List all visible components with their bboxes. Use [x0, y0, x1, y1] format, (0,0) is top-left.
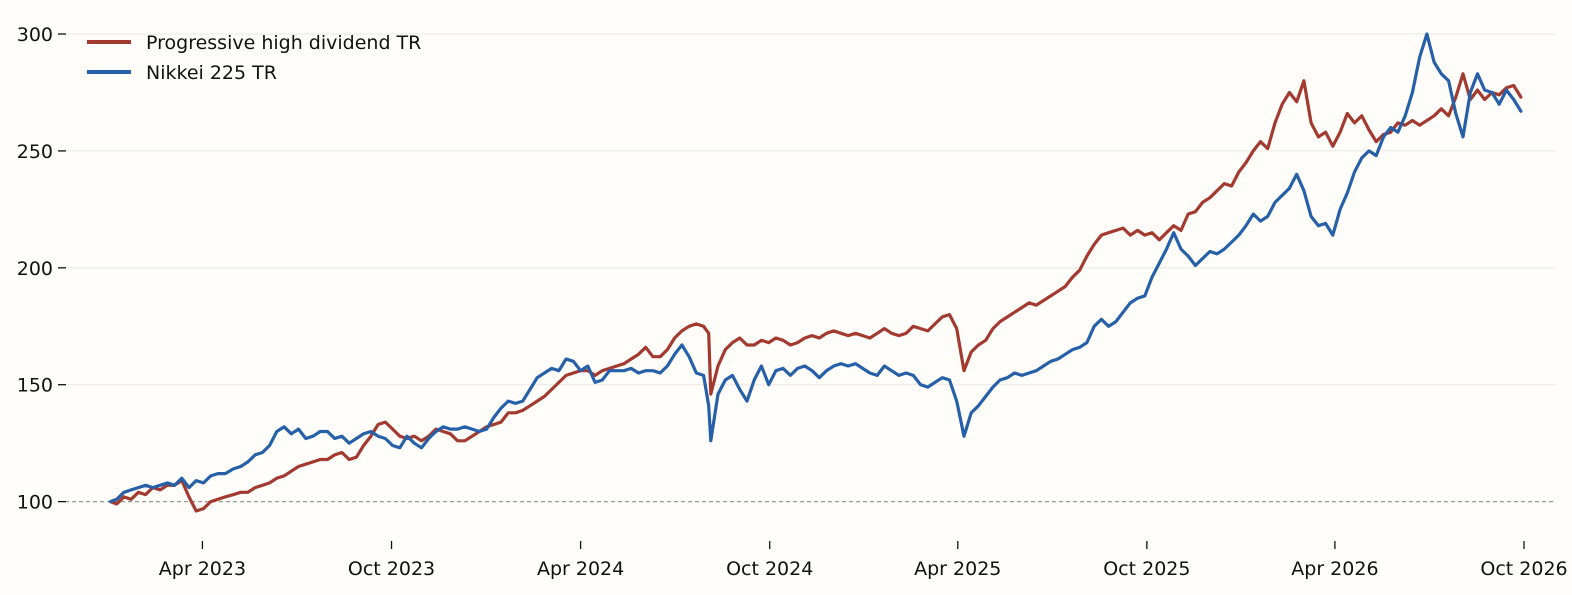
- x-tick-label-2025-04-01: Apr 2025: [914, 558, 1001, 580]
- y-tick-label-250: 250: [17, 141, 53, 163]
- x-tick-label-2023-04-01: Apr 2023: [159, 558, 246, 580]
- series-line-progressive: [108, 72, 1523, 513]
- legend-label-progressive: Progressive high dividend TR: [146, 32, 421, 54]
- series-line-nikkei: [108, 32, 1523, 504]
- y-tick-label-300: 300: [17, 24, 53, 46]
- y-tick-label-150: 150: [17, 375, 53, 397]
- series-layer: [108, 32, 1523, 513]
- grid-layer: [65, 33, 1555, 386]
- legend-label-nikkei: Nikkei 225 TR: [146, 62, 277, 84]
- x-tick-label-2025-10-01: Oct 2025: [1103, 558, 1190, 580]
- x-tick-label-2024-10-01: Oct 2024: [726, 558, 813, 580]
- y-tick-label-100: 100: [17, 492, 53, 514]
- x-tick-label-2024-04-01: Apr 2024: [537, 558, 624, 580]
- x-tick-label-2026-10-01: Oct 2026: [1480, 558, 1567, 580]
- legend: Progressive high dividend TR Nikkei 225 …: [87, 32, 421, 84]
- x-tick-label-2023-10-01: Oct 2023: [348, 558, 435, 580]
- y-tick-label-200: 200: [17, 258, 53, 280]
- x-tick-label-2026-04-01: Apr 2026: [1291, 558, 1378, 580]
- axis-layer: 100 150 200 250 300 Apr 2023 Oct 2023 Apr 2024 O…: [17, 24, 1568, 580]
